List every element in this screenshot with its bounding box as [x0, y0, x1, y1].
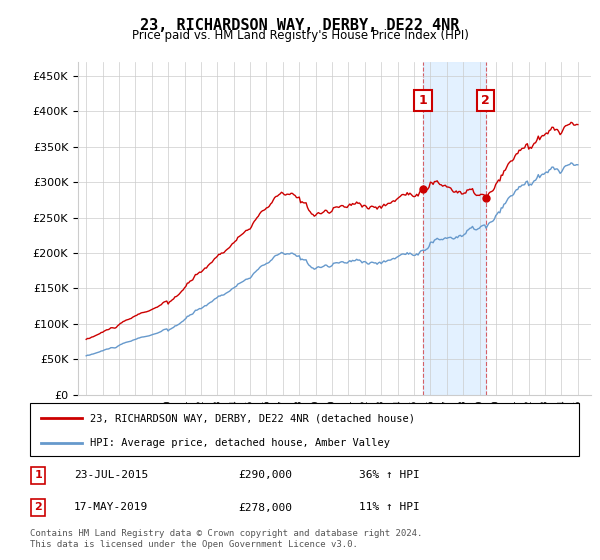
Text: 2: 2: [481, 94, 490, 107]
Text: 23, RICHARDSON WAY, DERBY, DE22 4NR: 23, RICHARDSON WAY, DERBY, DE22 4NR: [140, 18, 460, 33]
Text: £290,000: £290,000: [239, 470, 293, 480]
Bar: [423, 62, 485, 395]
Text: 23, RICHARDSON WAY, DERBY, DE22 4NR (detached house): 23, RICHARDSON WAY, DERBY, DE22 4NR (det…: [91, 413, 415, 423]
Text: 11% ↑ HPI: 11% ↑ HPI: [359, 502, 420, 512]
Text: 17-MAY-2019: 17-MAY-2019: [74, 502, 148, 512]
Text: 23-JUL-2015: 23-JUL-2015: [74, 470, 148, 480]
Text: 2: 2: [34, 502, 42, 512]
Text: HPI: Average price, detached house, Amber Valley: HPI: Average price, detached house, Ambe…: [91, 438, 391, 448]
Text: £278,000: £278,000: [239, 502, 293, 512]
Text: 1: 1: [34, 470, 42, 480]
FancyBboxPatch shape: [30, 403, 579, 456]
Text: Contains HM Land Registry data © Crown copyright and database right 2024.
This d: Contains HM Land Registry data © Crown c…: [30, 529, 422, 549]
Text: Price paid vs. HM Land Registry's House Price Index (HPI): Price paid vs. HM Land Registry's House …: [131, 29, 469, 42]
Text: 36% ↑ HPI: 36% ↑ HPI: [359, 470, 420, 480]
Text: 1: 1: [419, 94, 427, 107]
